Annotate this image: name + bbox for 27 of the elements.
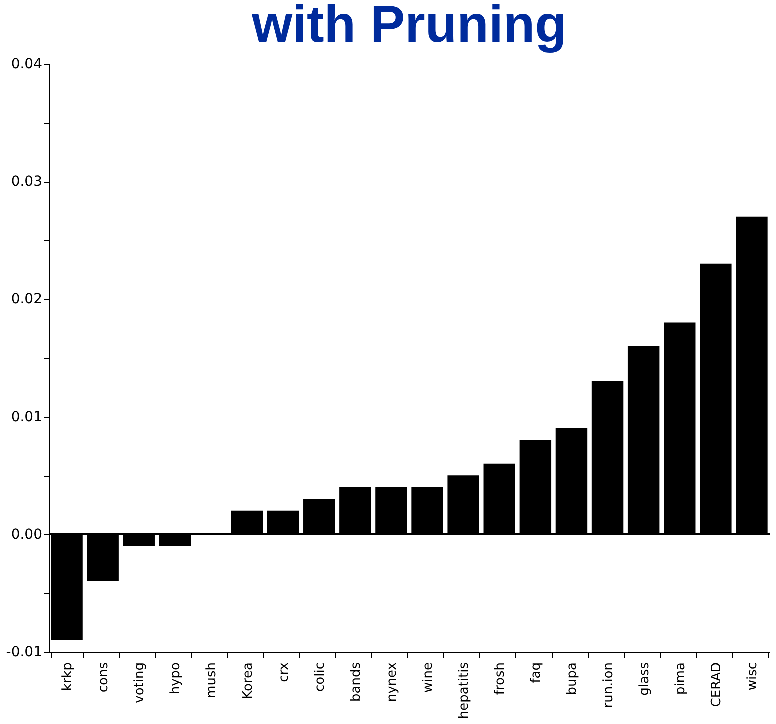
x-tick-label: bands — [348, 662, 364, 702]
chart-title: with Pruning — [251, 0, 567, 54]
x-tick-label: voting — [132, 662, 148, 704]
x-tick-label: nynex — [384, 662, 400, 702]
x-tick-label: crx — [276, 662, 292, 682]
x-tick-label: pima — [673, 662, 688, 695]
x-tick-label: CERAD — [709, 662, 724, 708]
x-tick-label: bupa — [565, 662, 580, 696]
y-tick-label: 0.02 — [11, 292, 42, 308]
x-tick-label: hypo — [168, 662, 184, 695]
x-tick-label: glass — [637, 662, 652, 696]
x-tick-label: wine — [421, 662, 436, 693]
x-tick-label: mush — [204, 662, 220, 698]
y-tick-label: -0.01 — [6, 644, 42, 660]
x-tick-label: faq — [529, 662, 544, 684]
x-tick-label: colic — [312, 662, 328, 692]
x-tick-label: cons — [96, 662, 112, 693]
y-tick-label: 0.01 — [11, 409, 42, 426]
x-tick-label: wisc — [745, 662, 760, 691]
x-tick-label: krkp — [60, 662, 76, 692]
y-tick-label: 0.00 — [11, 526, 42, 543]
x-tick-label: Korea — [240, 662, 256, 700]
x-tick-label: run.ion — [601, 662, 616, 708]
x-tick-label: hepatitis — [457, 662, 472, 720]
y-tick-label: 0.03 — [11, 174, 42, 190]
x-tick-label: frosh — [493, 662, 508, 696]
y-tick-label: 0.04 — [11, 56, 43, 72]
